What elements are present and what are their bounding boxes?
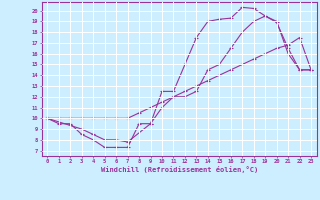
X-axis label: Windchill (Refroidissement éolien,°C): Windchill (Refroidissement éolien,°C) xyxy=(100,166,258,173)
